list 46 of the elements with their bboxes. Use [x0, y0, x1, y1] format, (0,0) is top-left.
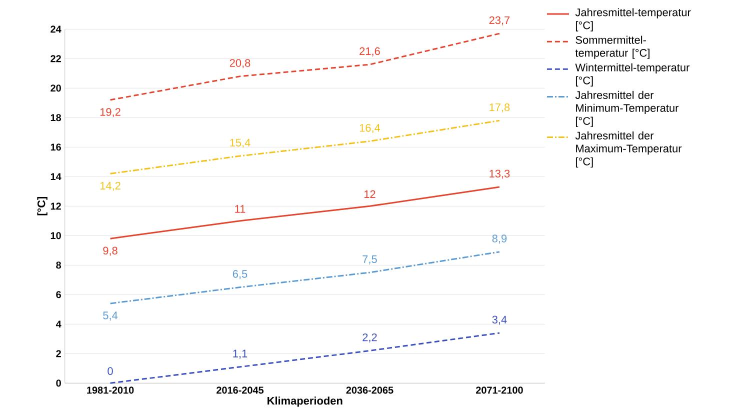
legend-label: Jahresmittel der Minimum-Temperatur [°C] [575, 90, 679, 128]
x-tick-label: 1981-2010 [87, 386, 134, 394]
data-label: 16,4 [360, 124, 380, 134]
line-series [110, 332, 500, 384]
y-tick-label: 6 [56, 291, 61, 298]
data-label: 3,4 [492, 316, 507, 325]
x-tick-label: 2036-2065 [346, 386, 394, 394]
y-tick-label: 20 [50, 84, 61, 92]
data-label: 0 [108, 367, 113, 375]
y-tick-label: 8 [56, 262, 62, 269]
y-axis-title: [°C] [37, 196, 48, 216]
y-tick-label: 4 [56, 320, 62, 328]
line-series [110, 32, 500, 101]
data-label: 7,5 [362, 255, 377, 264]
data-label: 23,7 [489, 16, 510, 26]
data-label: 9,8 [103, 246, 118, 256]
y-tick-label: 2 [56, 350, 61, 358]
data-label: 2,2 [362, 333, 377, 343]
y-tick-label: 12 [50, 202, 61, 210]
data-label: 11 [235, 205, 246, 213]
data-label: 1,1 [233, 350, 248, 359]
y-tick-label: 14 [50, 173, 62, 180]
y-tick-label: 16 [50, 144, 61, 151]
data-label: 8,9 [492, 234, 507, 244]
y-tick-label: 10 [50, 232, 61, 240]
legend-label: Jahresmittel der Maximum-Temperatur [°C] [575, 131, 682, 168]
y-tick-label: 0 [56, 380, 61, 387]
data-label: 17,8 [490, 103, 510, 112]
data-label: 14,2 [100, 182, 120, 191]
y-tick-label: 22 [50, 55, 61, 62]
x-axis-title: Klimaperioden [268, 396, 342, 407]
x-tick-label: 2071-2100 [476, 386, 523, 394]
x-tick-label: 2016-2045 [216, 386, 264, 394]
legend-label: Sommermittel-temperatur [°C] [575, 36, 650, 59]
y-tick-label: 18 [50, 114, 62, 122]
legend-label: Jahresmittel-temperatur [°C] [575, 8, 691, 32]
data-label: 19,2 [100, 108, 120, 118]
data-label: 12 [364, 190, 376, 198]
legend-label: Wintermittel-temperatur [°C] [575, 63, 690, 86]
data-label: 5,4 [103, 312, 118, 321]
data-label: 13,3 [490, 170, 510, 179]
y-tick-label: 24 [50, 26, 62, 33]
data-label: 21,6 [360, 47, 380, 56]
data-label: 6,5 [232, 270, 248, 280]
data-label: 15,4 [230, 138, 250, 148]
data-label: 20,8 [230, 59, 250, 68]
